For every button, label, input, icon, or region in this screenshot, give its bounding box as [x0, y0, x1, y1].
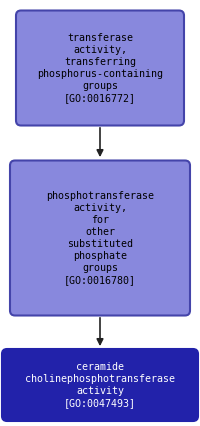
Text: phosphotransferase
activity,
for
other
substituted
phosphate
groups
[GO:0016780]: phosphotransferase activity, for other s… — [46, 191, 153, 285]
Text: ceramide
cholinephosphotransferase
activity
[GO:0047493]: ceramide cholinephosphotransferase activ… — [25, 362, 174, 408]
Text: transferase
activity,
transferring
phosphorus-containing
groups
[GO:0016772]: transferase activity, transferring phosp… — [37, 33, 162, 103]
FancyBboxPatch shape — [16, 11, 183, 126]
FancyBboxPatch shape — [10, 161, 189, 316]
FancyBboxPatch shape — [2, 349, 197, 421]
